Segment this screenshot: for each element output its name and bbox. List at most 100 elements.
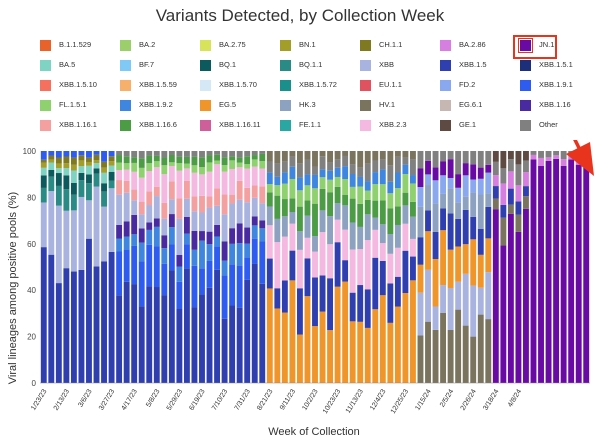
bar-segment: [236, 199, 243, 224]
bar-segment: [462, 175, 469, 197]
legend-label: HV.1: [379, 100, 395, 109]
bar-segment: [492, 198, 499, 210]
bar-segment: [251, 197, 258, 217]
bar-segment: [417, 168, 424, 188]
bar-segment: [161, 157, 168, 166]
legend-swatch: [40, 120, 51, 131]
bar-segment: [251, 238, 258, 264]
bar-segment: [523, 196, 529, 209]
bar-segment: [40, 159, 47, 163]
bar-segment: [296, 151, 303, 164]
bar-segment: [214, 164, 220, 189]
bar-segment: [168, 270, 175, 383]
bar-segment: [93, 266, 100, 383]
bar-segment: [40, 202, 47, 248]
bar-segment: [176, 218, 183, 256]
bar-segment: [236, 243, 243, 266]
bar-segment: [545, 160, 552, 383]
bar-segment: [123, 281, 130, 383]
bar-segment: [251, 225, 258, 239]
bar-segment: [560, 159, 567, 166]
chart-title: Variants Detected, by Collection Week: [155, 6, 445, 25]
bar-segment: [477, 314, 484, 383]
bar-segment: [394, 188, 401, 207]
bar-segment: [455, 187, 462, 203]
legend-swatch: [360, 80, 371, 91]
bar-segment: [281, 151, 288, 162]
bar-segment: [63, 156, 70, 164]
legend-label: XBB.1.16.6: [139, 120, 177, 129]
legend-label: XBB.1.5.1: [539, 60, 573, 69]
bar-segment: [214, 160, 220, 165]
bar-segment: [402, 151, 409, 158]
bar-segment: [568, 159, 575, 383]
bar-segment: [515, 201, 522, 215]
bar-segment: [470, 179, 477, 193]
bar-segment: [146, 286, 153, 383]
bar-segment: [394, 306, 401, 383]
y-tick-label: 80: [27, 193, 36, 202]
bar-segment: [191, 211, 198, 231]
bar-segment: [86, 157, 92, 162]
bar-segment: [289, 178, 296, 199]
bar-segment: [48, 151, 55, 156]
bar-segment: [206, 155, 213, 163]
bar-segment: [146, 163, 153, 172]
bar-segment: [259, 228, 266, 242]
bar-segment: [515, 231, 522, 383]
bar-segment: [138, 167, 145, 178]
bar-segment: [500, 183, 507, 205]
bar-segment: [470, 216, 477, 240]
bar-segment: [500, 245, 507, 383]
x-tick-label: 5/8/23: [145, 388, 161, 408]
bar-segment: [425, 321, 431, 383]
bar-segment: [410, 216, 416, 239]
bar-segment: [432, 167, 439, 181]
bar-segment: [123, 151, 130, 157]
bar-segment: [485, 272, 492, 320]
bar-segment: [530, 151, 537, 155]
bar-segment: [40, 151, 47, 160]
bar-segment: [440, 230, 447, 286]
x-tick-label: 1/15/24: [414, 388, 432, 412]
legend-label: FD.2: [459, 80, 476, 89]
x-tick-label: 3/6/23: [77, 388, 93, 408]
bar-segment: [153, 196, 160, 219]
bar-segment: [153, 151, 160, 156]
x-tick-label: 4/8/24: [507, 388, 523, 408]
bar-segment: [425, 160, 431, 175]
bar-segment: [206, 260, 213, 288]
bar-segment: [236, 180, 243, 200]
legend-swatch: [200, 40, 211, 51]
bar-segment: [440, 161, 447, 176]
bar-segment: [266, 258, 273, 289]
bar-segment: [342, 166, 349, 179]
bar-segment: [274, 163, 281, 177]
y-tick-label: 100: [23, 147, 37, 156]
bar-segment: [379, 151, 386, 160]
bar-segment: [455, 174, 462, 188]
bar-segment: [432, 203, 439, 232]
bar-segment: [455, 309, 462, 383]
legend-swatch: [280, 60, 291, 71]
bar-segment: [477, 167, 484, 179]
bar-segment: [312, 326, 318, 383]
legend-label: XBB: [379, 60, 395, 69]
legend-label: BF.7: [139, 60, 155, 69]
bar-segment: [364, 289, 371, 328]
bar-segment: [440, 208, 447, 231]
bar-segment: [176, 151, 183, 157]
bar-segment: [357, 203, 364, 227]
bar-segment: [394, 172, 401, 189]
bar-segment: [236, 151, 243, 158]
bar-segment: [334, 186, 341, 204]
bar-segment: [523, 186, 529, 197]
bar-segment: [402, 250, 409, 294]
bar-segment: [244, 243, 251, 258]
bar-segment: [394, 156, 401, 173]
bar-segment: [327, 244, 334, 279]
bar-segment: [364, 190, 371, 200]
bar-segment: [387, 208, 394, 235]
legend-swatch: [120, 100, 131, 111]
bar-segment: [364, 240, 371, 290]
